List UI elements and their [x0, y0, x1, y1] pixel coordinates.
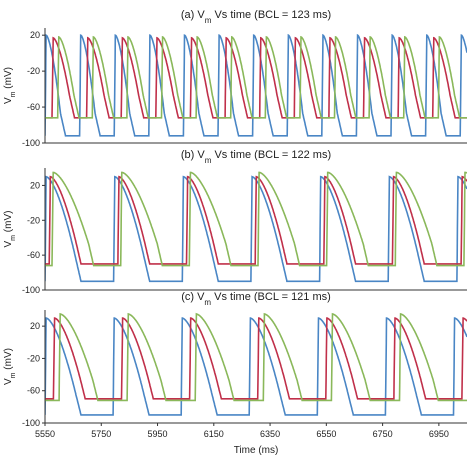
series-line-3 — [45, 312, 467, 402]
panel-title: (c) Vm Vs time (BCL = 121 ms) — [181, 291, 331, 307]
x-tick-label: 6550 — [316, 429, 336, 439]
series-line-2 — [45, 175, 467, 265]
x-tick-label: 6350 — [260, 429, 280, 439]
y-tick-label: -60 — [27, 386, 40, 396]
y-tick-label: 20 — [30, 180, 40, 190]
x-tick-label: 6750 — [373, 429, 393, 439]
y-tick-label: -60 — [27, 102, 40, 112]
panel-1: (a) Vm Vs time (BCL = 123 ms) Vm (mV) 20 -2… — [3, 9, 467, 148]
y-tick-label: -100 — [22, 418, 40, 428]
x-tick-label: 5750 — [91, 429, 111, 439]
y-tick-label: -20 — [27, 66, 40, 76]
panel-2: (b) Vm Vs time (BCL = 122 ms) Vm (mV) 20 -2… — [3, 149, 467, 295]
x-tick-label: 6150 — [204, 429, 224, 439]
y-tick-label: 20 — [30, 30, 40, 40]
series-line-1 — [45, 317, 467, 416]
series-line-3 — [45, 35, 467, 119]
x-axis-label: Time (ms) — [234, 445, 279, 456]
series-line-3 — [45, 171, 467, 267]
y-tick-label: -20 — [27, 353, 40, 363]
y-tick-label: -60 — [27, 250, 40, 260]
series-line-2 — [45, 317, 467, 400]
y-tick-label: -20 — [27, 215, 40, 225]
y-axis-label: Vm (mV) — [3, 211, 17, 248]
x-tick-label: 6950 — [429, 429, 449, 439]
series-line-1 — [45, 33, 467, 137]
y-axis-label: Vm (mV) — [3, 348, 17, 385]
panel-title: (a) Vm Vs time (BCL = 123 ms) — [181, 9, 331, 25]
panel-title: (b) Vm Vs time (BCL = 122 ms) — [181, 149, 331, 165]
y-tick-label: -100 — [22, 285, 40, 295]
y-tick-label: -100 — [22, 138, 40, 148]
y-tick-label: 20 — [30, 321, 40, 331]
x-tick-label: 5950 — [148, 429, 168, 439]
y-axis-label: Vm (mV) — [3, 67, 17, 104]
panel-3: (c) Vm Vs time (BCL = 121 ms) Vm (mV) 20 -2… — [3, 291, 467, 456]
x-tick-label: 5550 — [35, 429, 55, 439]
